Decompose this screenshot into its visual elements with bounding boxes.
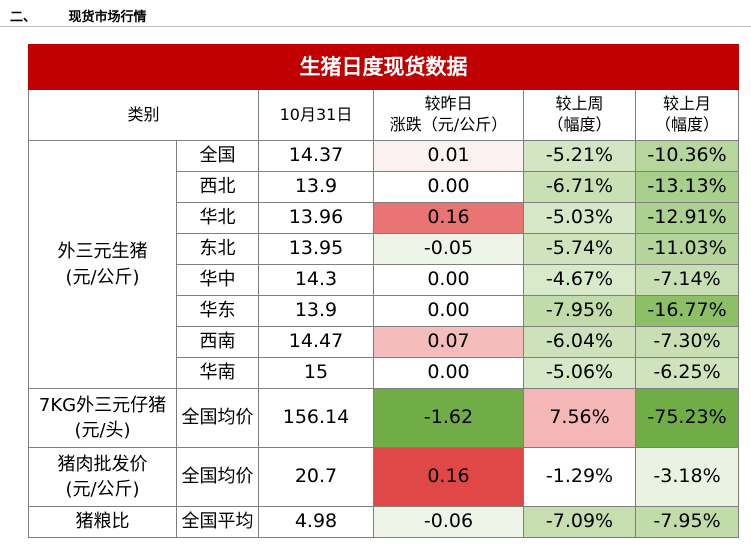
category-unit: (元/头) — [74, 420, 131, 441]
price-cell: 13.95 — [258, 233, 374, 265]
category-cell: 猪肉批发价 (元/公斤) — [28, 447, 177, 507]
category-name: 外三元生猪 — [57, 241, 148, 263]
table-row: 外三元生猪 (元/公斤) 全国 14.37 0.01 -5.21% -10.36% — [28, 140, 740, 389]
category-cell: 7KG外三元仔猪 (元/头) — [28, 388, 177, 448]
table-title: 生猪日度现货数据 — [27, 44, 740, 90]
section-title: 现货市场行情 — [68, 10, 147, 25]
weekly-change-cell: 7.56% — [523, 388, 636, 448]
heading-divider — [0, 26, 751, 27]
weekly-change-cell: -6.04% — [523, 326, 636, 358]
section-heading: 二、 现货市场行情 — [10, 6, 147, 25]
monthly-change-cell: -7.14% — [634, 264, 740, 296]
table-row: 猪肉批发价 (元/公斤) 全国均价 20.7 0.16 -1.29% -3.18% — [28, 447, 740, 507]
table-row: 华东 13.9 0.00 -7.95% -16.77% — [29, 295, 740, 327]
price-cell: 13.96 — [258, 202, 374, 234]
weekly-change-cell: -6.71% — [523, 171, 636, 203]
region-cell: 全国均价 — [176, 447, 259, 507]
region-cell: 全国平均 — [176, 506, 259, 538]
price-cell: 14.47 — [258, 326, 374, 358]
monthly-change-cell: -7.95% — [634, 506, 740, 538]
section-number: 二、 — [10, 10, 37, 25]
table-row: 华南 15 0.00 -5.06% -6.25% — [29, 357, 740, 389]
category-unit: (元/公斤) — [65, 266, 140, 288]
daily-change-cell: 0.00 — [373, 171, 524, 203]
category-name: 7KG外三元仔猪 — [38, 394, 167, 416]
table-header-row: 类别 10月31日 较昨日 涨跌（元/公斤） 较上周 （幅度） 较上月 （幅度） — [28, 89, 740, 141]
header-week: 较上周 （幅度） — [523, 89, 636, 141]
region-cell: 全国均价 — [176, 388, 259, 448]
region-cell: 东北 — [176, 233, 259, 265]
monthly-change-cell: -11.03% — [634, 233, 740, 265]
header-month-line2: （幅度） — [655, 115, 720, 134]
monthly-change-cell: -12.91% — [634, 202, 740, 234]
header-change-line1: 较昨日 — [424, 94, 473, 114]
header-category: 类别 — [28, 89, 259, 141]
daily-change-cell: 0.00 — [373, 264, 524, 296]
region-cell: 华中 — [176, 264, 259, 296]
region-cell: 全国 — [176, 140, 259, 172]
monthly-change-cell: -10.36% — [634, 140, 740, 172]
header-change: 较昨日 涨跌（元/公斤） — [373, 89, 524, 141]
header-change-line2: 涨跌（元/公斤） — [389, 115, 508, 134]
daily-change-cell: 0.00 — [373, 295, 524, 327]
price-cell: 14.37 — [258, 140, 374, 172]
region-cell: 华南 — [176, 357, 259, 389]
daily-change-cell: 0.16 — [373, 202, 524, 234]
hog-spot-data-table: 生猪日度现货数据 类别 10月31日 较昨日 涨跌（元/公斤） 较上周 （幅度）… — [27, 44, 740, 538]
region-cell: 华北 — [176, 202, 259, 234]
table-row: 东北 13.95 -0.05 -5.74% -11.03% — [29, 233, 740, 265]
category-cell: 外三元生猪 (元/公斤) — [28, 140, 177, 389]
price-cell: 13.9 — [258, 171, 374, 203]
table-row: 西北 13.9 0.00 -6.71% -13.13% — [29, 171, 740, 203]
daily-change-cell: -0.05 — [373, 233, 524, 265]
category-name: 猪粮比 — [75, 511, 130, 533]
daily-change-cell: 0.16 — [373, 447, 524, 507]
weekly-change-cell: -7.09% — [523, 506, 636, 538]
weekly-change-cell: -7.95% — [523, 295, 636, 327]
table-row: 猪粮比 全国平均 4.98 -0.06 -7.09% -7.95% — [28, 506, 740, 538]
region-cell: 西南 — [176, 326, 259, 358]
table-row: 华北 13.96 0.16 -5.03% -12.91% — [29, 202, 740, 234]
region-cell: 西北 — [176, 171, 259, 203]
table-row: 7KG外三元仔猪 (元/头) 全国均价 156.14 -1.62 7.56% -75.23% — [28, 388, 740, 448]
price-cell: 15 — [258, 357, 374, 389]
monthly-change-cell: -13.13% — [634, 171, 740, 203]
price-cell: 13.9 — [258, 295, 374, 327]
weekly-change-cell: -5.21% — [523, 140, 636, 172]
category-unit: (元/公斤) — [65, 479, 140, 500]
monthly-change-cell: -7.30% — [634, 326, 740, 358]
weekly-change-cell: -5.74% — [523, 233, 636, 265]
monthly-change-cell: -16.77% — [634, 295, 740, 327]
price-cell: 20.7 — [258, 447, 374, 507]
price-cell: 14.3 — [258, 264, 374, 296]
daily-change-cell: -1.62 — [373, 388, 524, 448]
monthly-change-cell: -3.18% — [634, 447, 740, 507]
category-cell: 猪粮比 — [28, 506, 177, 538]
header-month: 较上月 （幅度） — [634, 89, 740, 141]
daily-change-cell: -0.06 — [373, 506, 524, 538]
weekly-change-cell: -5.03% — [523, 202, 636, 234]
daily-change-cell: 0.01 — [373, 140, 524, 172]
daily-change-cell: 0.00 — [373, 357, 524, 389]
region-cell: 华东 — [176, 295, 259, 327]
price-cell: 156.14 — [258, 388, 374, 448]
price-cell: 4.98 — [258, 506, 374, 538]
header-week-line1: 较上周 — [555, 94, 604, 114]
table-row: 西南 14.47 0.07 -6.04% -7.30% — [29, 326, 740, 358]
monthly-change-cell: -75.23% — [634, 388, 740, 448]
weekly-change-cell: -5.06% — [523, 357, 636, 389]
monthly-change-cell: -6.25% — [634, 357, 740, 389]
weekly-change-cell: -4.67% — [523, 264, 636, 296]
weekly-change-cell: -1.29% — [523, 447, 636, 507]
header-date: 10月31日 — [258, 89, 374, 141]
category-name: 猪肉批发价 — [57, 453, 148, 475]
header-week-line2: （幅度） — [547, 115, 612, 134]
table-row: 华中 14.3 0.00 -4.67% -7.14% — [29, 264, 740, 296]
daily-change-cell: 0.07 — [373, 326, 524, 358]
header-month-line1: 较上月 — [663, 94, 712, 114]
table-title-row: 生猪日度现货数据 — [27, 44, 740, 90]
